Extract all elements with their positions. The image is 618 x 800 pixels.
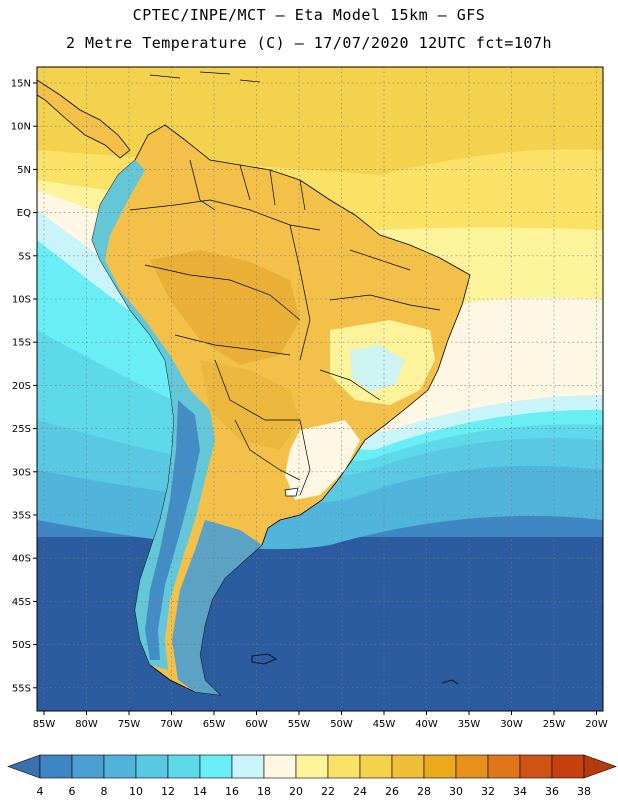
lon-label: 45W <box>373 719 396 730</box>
colorbar-segment <box>455 754 489 779</box>
map-panel <box>37 67 603 711</box>
chart-title: CPTEC/INPE/MCT – Eta Model 15km – GFS <box>132 6 486 24</box>
lat-label: 55S <box>12 683 31 694</box>
lat-label: 15N <box>11 79 31 90</box>
lon-label: 50W <box>330 719 353 730</box>
colorbar-segment <box>551 754 585 779</box>
colorbar-label: 22 <box>321 785 335 798</box>
colorbar-segment <box>103 754 137 779</box>
chart-subtitle: 2 Metre Temperature (C) – 17/07/2020 12U… <box>65 34 553 52</box>
lat-label: 15S <box>12 338 31 349</box>
colorbar-label: 28 <box>417 785 431 798</box>
colorbar-segment <box>39 754 73 779</box>
lat-label: EQ <box>17 208 31 219</box>
andes-cold-core <box>145 400 200 660</box>
colorbar-label: 6 <box>69 785 76 798</box>
colorbar-segment <box>199 754 233 779</box>
colorbar-label: 24 <box>353 785 367 798</box>
colorbar-label: 32 <box>481 785 495 798</box>
lat-label: 5N <box>17 165 31 176</box>
colorbar: 4 6 8 10 12 14 16 18 20 22 24 26 28 30 32 34 36 38 <box>7 754 617 798</box>
colorbar-label: 4 <box>37 785 44 798</box>
lat-label: 10N <box>11 122 31 133</box>
colorbar-arrow-low <box>7 754 41 779</box>
lon-label: 75W <box>118 719 141 730</box>
colorbar-segment <box>359 754 393 779</box>
colorbar-label: 16 <box>225 785 239 798</box>
colorbar-segment <box>263 754 297 779</box>
longitude-labels: 85W 80W 75W 70W 65W 60W 55W 50W 45W 40W 35W 30W 25W 2… <box>33 711 608 730</box>
lon-label: 40W <box>415 719 438 730</box>
lat-label: 35S <box>12 511 31 522</box>
colorbar-segment <box>519 754 553 779</box>
colorbar-label: 38 <box>577 785 591 798</box>
colorbar-label: 20 <box>289 785 303 798</box>
colorbar-label: 14 <box>193 785 207 798</box>
map-frame <box>36 66 604 712</box>
colorbar-label: 10 <box>129 785 143 798</box>
patagonia-cool <box>172 520 262 695</box>
colorbar-segment <box>487 754 521 779</box>
colorbar-segment <box>327 754 361 779</box>
colorbar-segment <box>167 754 201 779</box>
falkland-islands <box>251 653 277 665</box>
colorbar-label: 26 <box>385 785 399 798</box>
lat-label: 25S <box>12 424 31 435</box>
south-georgia-island <box>441 679 459 685</box>
lon-label: 30W <box>500 719 523 730</box>
amazon-warm-region <box>150 250 300 365</box>
latitude-labels: 15N 10N 5N EQ 5S 10S 15S 20S 25S 30S 35S 40S 45S 50S 5… <box>11 79 37 694</box>
lon-label: 35W <box>458 719 481 730</box>
lat-label: 20S <box>12 381 31 392</box>
lon-label: 65W <box>203 719 226 730</box>
colorbar-arrow-high <box>583 754 617 779</box>
lat-label: 40S <box>12 554 31 565</box>
lat-label: 45S <box>12 597 31 608</box>
colorbar-label: 34 <box>513 785 527 798</box>
lon-label: 25W <box>543 719 566 730</box>
lon-label: 85W <box>33 719 56 730</box>
colorbar-segment <box>391 754 425 779</box>
central-america-land <box>37 79 131 159</box>
lat-label: 10S <box>12 295 31 306</box>
colorbar-segment <box>423 754 457 779</box>
lat-label: 50S <box>12 640 31 651</box>
lat-label: 30S <box>12 467 31 478</box>
lon-label: 60W <box>245 719 268 730</box>
country-borders <box>129 159 441 496</box>
lon-label: 80W <box>75 719 98 730</box>
map-gridlines <box>37 67 603 711</box>
lon-label: 20W <box>585 719 608 730</box>
colorbar-label: 36 <box>545 785 559 798</box>
lat-label: 5S <box>18 251 31 262</box>
colorbar-label: 18 <box>257 785 271 798</box>
lagoon <box>284 487 299 497</box>
andes-cool-strip <box>92 160 215 670</box>
colorbar-label: 30 <box>449 785 463 798</box>
eastern-highlands-cool <box>350 345 405 392</box>
chaco-warm-region <box>200 360 300 450</box>
colorbar-label: 8 <box>101 785 108 798</box>
colorbar-label: 12 <box>161 785 175 798</box>
lon-label: 70W <box>160 719 183 730</box>
colorbar-segment <box>231 754 265 779</box>
lon-label: 55W <box>288 719 311 730</box>
colorbar-segment <box>71 754 105 779</box>
colorbar-segment <box>135 754 169 779</box>
colorbar-segment <box>295 754 329 779</box>
